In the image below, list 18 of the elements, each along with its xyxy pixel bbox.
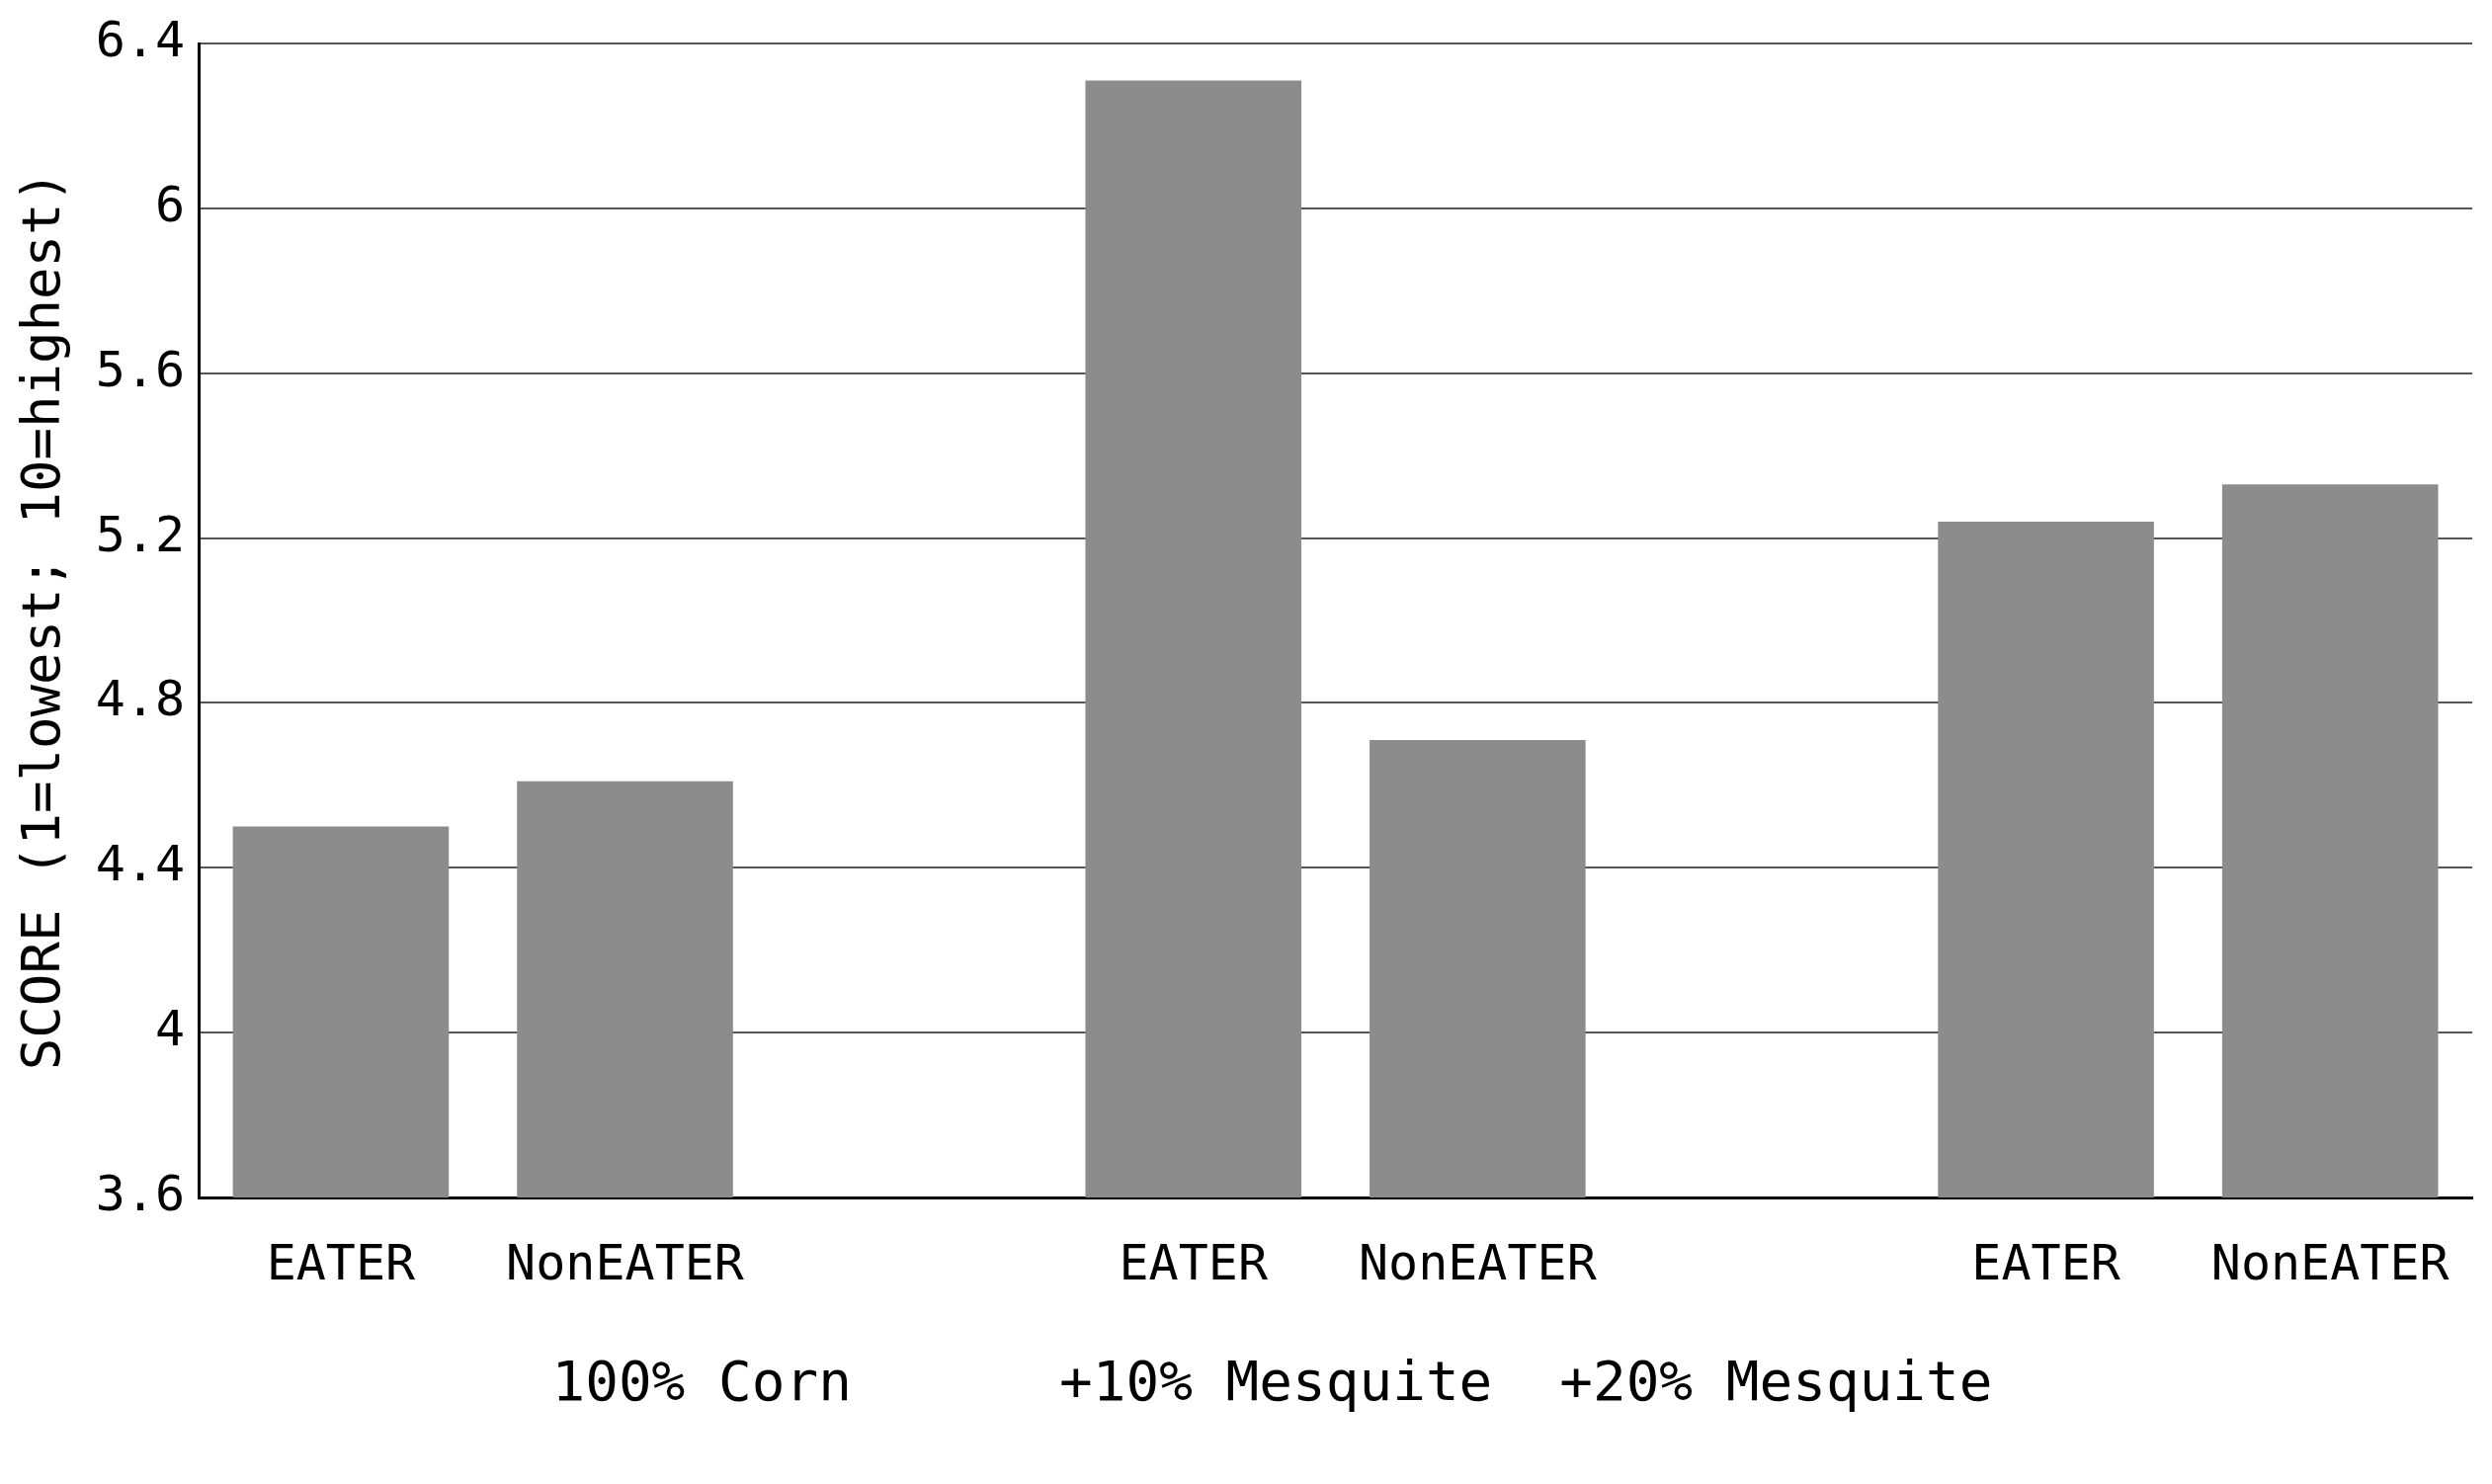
y-axis-title: SCORE (1=lowest; 10=highest) bbox=[10, 170, 73, 1071]
text: +10% Mesquite bbox=[1059, 1348, 1493, 1413]
x-tick-label: EATER bbox=[1971, 1233, 2121, 1291]
y-tick-label: 3.6 bbox=[95, 1164, 186, 1222]
text: +20% Mesquite bbox=[1559, 1348, 1993, 1413]
y-tick-label: 4.8 bbox=[95, 670, 186, 728]
y-tick-label: 5.2 bbox=[95, 505, 186, 563]
x-tick-label: EATER bbox=[1119, 1233, 1269, 1291]
x-tick-label: NonEATER bbox=[2210, 1233, 2450, 1291]
y-tick-label: 6 bbox=[155, 175, 186, 233]
y-tick-label: 5.6 bbox=[95, 340, 186, 398]
y-tick-label: 4 bbox=[155, 1000, 186, 1058]
x-tick-label: NonEATER bbox=[1358, 1233, 1598, 1291]
x-tick-label: NonEATER bbox=[506, 1233, 745, 1291]
text: 100% Corn bbox=[551, 1348, 852, 1413]
y-tick-label: 4.4 bbox=[95, 835, 186, 893]
x-tick-label: EATER bbox=[266, 1233, 417, 1291]
y-tick-label: 6.4 bbox=[95, 10, 186, 68]
